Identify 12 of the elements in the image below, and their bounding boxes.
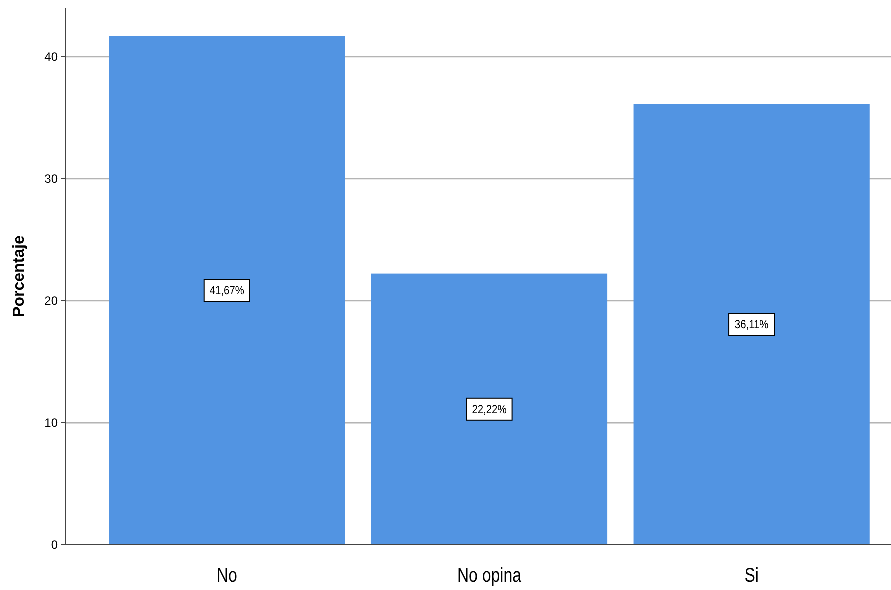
y-tick-label: 10 [44, 416, 58, 430]
x-tick-label: Si [744, 564, 759, 586]
y-tick-label: 40 [44, 50, 58, 64]
data-label: 41,67% [210, 285, 245, 298]
y-tick-label: 0 [51, 538, 58, 552]
x-tick-label: No opina [457, 564, 522, 586]
y-axis-title: Porcentaje [11, 235, 28, 318]
x-tick-label: No [216, 564, 238, 586]
data-label: 36,11% [734, 318, 769, 332]
y-tick-label: 20 [44, 294, 58, 308]
y-tick-label: 30 [44, 172, 58, 186]
data-label: 22,22% [472, 404, 507, 417]
